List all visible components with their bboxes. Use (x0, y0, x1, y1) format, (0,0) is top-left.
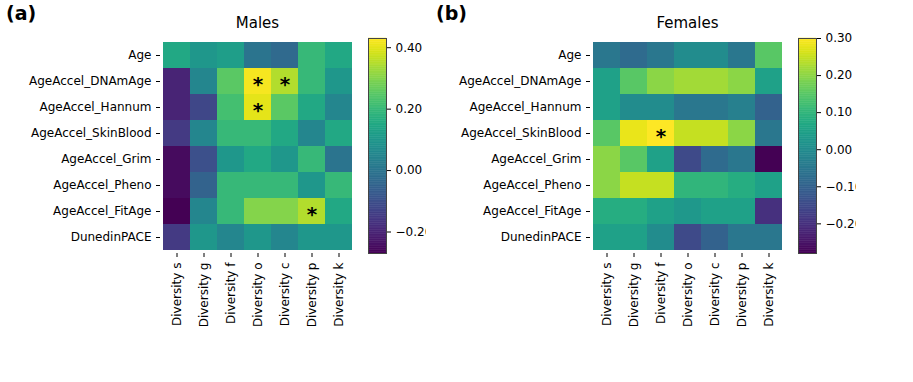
svg-text:*: * (656, 124, 667, 148)
svg-text:0.20: 0.20 (826, 68, 853, 82)
svg-text:AgeAccel_SkinBlood: AgeAccel_SkinBlood (461, 126, 582, 140)
svg-text:Diversity f: Diversity f (224, 262, 238, 324)
svg-text:AgeAccel_SkinBlood: AgeAccel_SkinBlood (31, 126, 152, 140)
svg-text:Diversity o: Diversity o (681, 263, 695, 328)
svg-text:0.00: 0.00 (826, 143, 853, 157)
svg-text:*: * (253, 98, 264, 122)
svg-text:Diversity k: Diversity k (762, 262, 776, 326)
svg-text:AgeAccel_DNAmAge: AgeAccel_DNAmAge (29, 74, 151, 88)
svg-text:0.20: 0.20 (396, 102, 423, 116)
svg-text:Diversity c: Diversity c (278, 263, 292, 327)
svg-text:AgeAccel_Pheno: AgeAccel_Pheno (483, 178, 581, 192)
svg-text:Diversity g: Diversity g (627, 263, 641, 328)
svg-text:AgeAccel_Grim: AgeAccel_Grim (61, 152, 151, 166)
svg-text:*: * (280, 72, 291, 96)
svg-text:Diversity k: Diversity k (332, 262, 346, 326)
html-text:(b): (b) (436, 2, 467, 24)
svg-text:Diversity p: Diversity p (305, 263, 319, 328)
html-text:Males: Males (235, 14, 280, 32)
svg-text:−0.20: −0.20 (826, 217, 857, 231)
svg-text:DunedinPACE: DunedinPACE (501, 230, 582, 244)
svg-text:AgeAccel_DNAmAge: AgeAccel_DNAmAge (459, 74, 581, 88)
svg-text:AgeAccel_Pheno: AgeAccel_Pheno (53, 178, 151, 192)
svg-text:Diversity c: Diversity c (708, 263, 722, 327)
svg-text:Diversity s: Diversity s (600, 263, 614, 326)
svg-text:*: * (307, 202, 318, 226)
html-text:Females: Females (656, 14, 719, 32)
svg-text:AgeAccel_FitAge: AgeAccel_FitAge (483, 204, 581, 218)
svg-text:Diversity s: Diversity s (170, 263, 184, 326)
html-text:(a): (a) (6, 2, 37, 24)
svg-text:0.40: 0.40 (396, 41, 423, 55)
svg-text:Diversity g: Diversity g (197, 263, 211, 328)
svg-text:AgeAccel_Grim: AgeAccel_Grim (491, 152, 581, 166)
svg-text:−0.10: −0.10 (826, 180, 857, 194)
svg-text:*: * (253, 72, 264, 96)
svg-text:DunedinPACE: DunedinPACE (71, 230, 152, 244)
svg-text:−0.20: −0.20 (396, 225, 427, 239)
svg-text:AgeAccel_Hannum: AgeAccel_Hannum (469, 100, 581, 114)
svg-text:Age: Age (128, 48, 151, 62)
svg-text:AgeAccel_Hannum: AgeAccel_Hannum (39, 100, 151, 114)
svg-text:0.10: 0.10 (826, 105, 853, 119)
svg-text:Diversity p: Diversity p (735, 263, 749, 328)
svg-text:0.00: 0.00 (396, 163, 423, 177)
svg-text:AgeAccel_FitAge: AgeAccel_FitAge (53, 204, 151, 218)
svg-text:Age: Age (558, 48, 581, 62)
svg-text:Diversity o: Diversity o (251, 263, 265, 328)
svg-text:Diversity f: Diversity f (654, 262, 668, 324)
svg-text:0.30: 0.30 (826, 31, 853, 45)
